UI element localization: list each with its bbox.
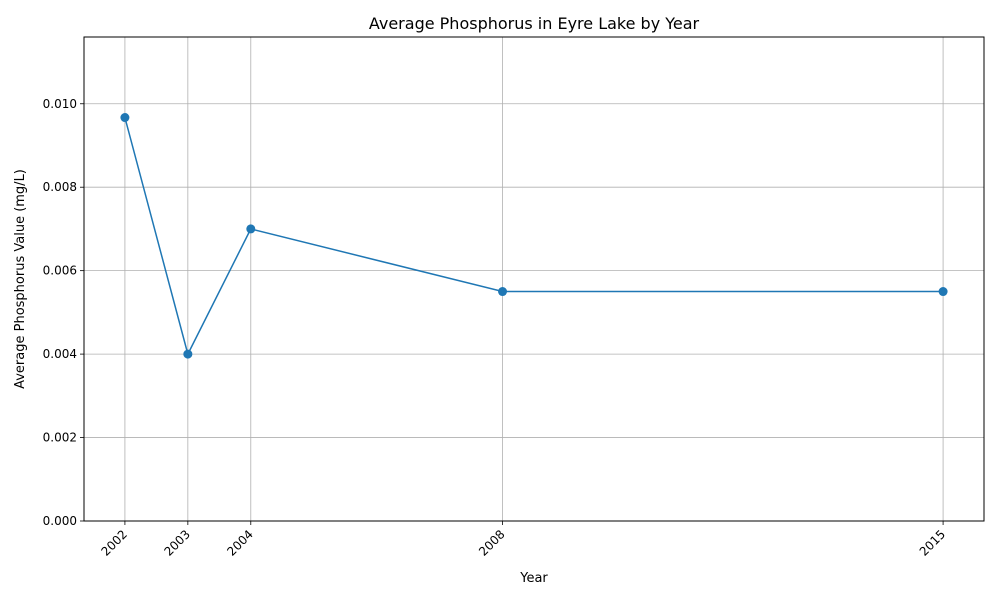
x-tick-label: 2004 — [224, 527, 255, 558]
x-tick-label: 2015 — [917, 527, 948, 558]
grid — [84, 37, 984, 522]
x-tick-label: 2008 — [476, 527, 507, 558]
data-point — [246, 224, 256, 234]
x-axis-label: Year — [519, 571, 548, 586]
series — [120, 113, 948, 359]
series-line — [124, 117, 944, 357]
chart-title: Average Phosphorus in Eyre Lake by Year — [369, 14, 700, 33]
y-tick-label: 0.006 — [43, 264, 77, 278]
y-tick-label: 0.010 — [43, 97, 77, 111]
y-tick-label: 0.002 — [43, 431, 77, 445]
x-tick-label: 2002 — [99, 527, 130, 558]
y-axis: 0.000 0.002 0.004 0.006 0.008 0.010 — [43, 97, 84, 528]
data-point — [938, 287, 948, 297]
x-tick-label: 2003 — [161, 527, 192, 558]
data-point — [498, 287, 508, 297]
data-point — [120, 113, 130, 123]
y-tick-label: 0.004 — [43, 347, 77, 361]
x-axis: 2002 2003 2004 2008 2015 — [99, 521, 948, 559]
plot-frame — [83, 36, 985, 522]
y-tick-label: 0.008 — [43, 180, 77, 194]
y-axis-label: Average Phosphorus Value (mg/L) — [13, 169, 28, 389]
data-point — [183, 349, 193, 359]
y-tick-label: 0.000 — [43, 514, 77, 528]
